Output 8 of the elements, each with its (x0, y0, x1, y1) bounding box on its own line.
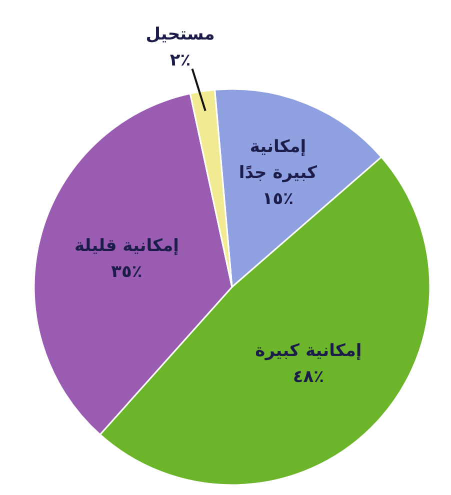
slice-label: إمكانية كبيرة جدًا (238, 136, 318, 183)
data-label: ٪٣٥ (111, 262, 142, 282)
slice-label: إمكانية كبيرة (255, 341, 362, 362)
slice-label: مستحيل (146, 24, 215, 44)
data-label: ٪١٥ (262, 188, 294, 209)
data-label: ٪٤٨ (292, 367, 324, 388)
data-label: ٪٢ (170, 50, 191, 70)
slice-label: إمكانية قليلة (74, 236, 179, 256)
